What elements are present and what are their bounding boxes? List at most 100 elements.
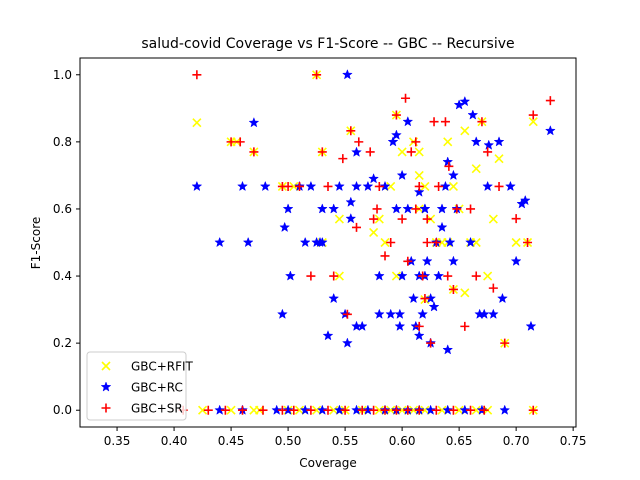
- data-point: [466, 204, 476, 214]
- data-point: [493, 136, 505, 147]
- data-point: [391, 110, 401, 120]
- data-point: [477, 117, 487, 127]
- data-point: [271, 404, 283, 415]
- data-point: [306, 405, 316, 415]
- data-point: [279, 221, 291, 233]
- x-tick-label: 0.75: [560, 434, 587, 448]
- data-point: [362, 180, 374, 192]
- data-point: [420, 405, 430, 415]
- data-point: [417, 308, 429, 319]
- data-point: [414, 321, 424, 331]
- data-point: [289, 405, 299, 415]
- data-point: [380, 251, 390, 261]
- data-points: [178, 69, 556, 415]
- data-point: [322, 330, 334, 341]
- data-point: [237, 180, 248, 192]
- data-point: [323, 181, 333, 191]
- data-point: [460, 288, 470, 298]
- data-point: [442, 156, 454, 167]
- data-point: [482, 180, 494, 192]
- data-point: [334, 214, 344, 224]
- data-point: [203, 405, 213, 415]
- legend-marker: [101, 361, 111, 371]
- data-point: [471, 405, 481, 415]
- data-point: [436, 203, 448, 214]
- data-point: [465, 236, 476, 248]
- data-point: [369, 214, 379, 224]
- data-point: [511, 214, 521, 224]
- data-point: [500, 338, 510, 348]
- data-point: [428, 301, 440, 312]
- data-point: [294, 181, 304, 191]
- data-point: [386, 238, 396, 247]
- data-point: [352, 222, 362, 232]
- data-point: [488, 283, 498, 293]
- data-point: [419, 203, 431, 214]
- data-point: [235, 137, 245, 147]
- data-point: [459, 404, 471, 415]
- data-point: [338, 154, 348, 164]
- data-point: [422, 238, 432, 247]
- data-point: [467, 109, 479, 120]
- series-gbc-sr: [178, 70, 555, 415]
- data-point: [479, 405, 489, 415]
- data-point: [429, 117, 439, 127]
- data-point: [452, 204, 462, 214]
- data-point: [437, 405, 447, 415]
- data-point: [406, 147, 416, 157]
- data-point: [277, 405, 287, 415]
- data-point: [368, 173, 380, 184]
- data-point: [425, 292, 437, 304]
- data-point: [414, 405, 424, 415]
- data-point: [289, 181, 299, 192]
- x-axis-ticks: 0.35 0.40 0.45 0.50 0.55 0.60 0.65 0.70 0.75: [104, 427, 587, 448]
- chart-title: salud-covid Coverage vs F1-Score -- GBC …: [141, 36, 514, 52]
- data-point: [346, 126, 356, 136]
- data-point: [380, 405, 390, 415]
- x-tick-label: 0.60: [389, 434, 416, 448]
- data-point: [316, 236, 328, 248]
- data-point: [356, 320, 368, 331]
- data-point: [402, 116, 414, 127]
- data-point: [220, 405, 230, 415]
- legend-label: GBC+RC: [131, 381, 183, 395]
- x-tick-label: 0.35: [104, 434, 131, 448]
- data-point: [312, 405, 322, 415]
- data-point: [380, 237, 390, 248]
- y-tick-label: 1.0: [53, 68, 72, 82]
- data-point: [519, 194, 531, 206]
- data-point: [391, 271, 401, 281]
- data-point: [191, 180, 203, 192]
- data-point: [483, 147, 493, 157]
- data-point: [394, 308, 406, 319]
- data-point: [499, 404, 511, 415]
- y-axis-label: F1-Score: [29, 217, 43, 269]
- data-point: [312, 70, 322, 80]
- data-point: [401, 93, 411, 103]
- data-point: [390, 203, 402, 214]
- data-point: [411, 137, 421, 147]
- data-point: [374, 181, 384, 191]
- data-point: [528, 405, 538, 415]
- data-point: [459, 95, 471, 107]
- data-point: [351, 146, 362, 157]
- data-point: [379, 180, 391, 192]
- legend-label: GBC+SR: [131, 402, 183, 416]
- legend-box: [86, 351, 187, 421]
- data-point: [328, 203, 340, 214]
- data-point: [525, 320, 537, 331]
- x-axis-label: Coverage: [299, 456, 357, 470]
- data-point: [494, 181, 504, 191]
- data-point: [282, 203, 294, 214]
- data-point: [372, 204, 382, 214]
- data-point: [545, 96, 555, 106]
- data-point: [436, 221, 448, 233]
- data-point: [440, 180, 451, 192]
- data-point: [442, 404, 454, 415]
- data-point: [414, 181, 424, 191]
- data-point: [448, 181, 458, 192]
- x-tick-label: 0.45: [218, 434, 245, 448]
- data-point: [420, 181, 430, 192]
- data-point: [433, 270, 445, 281]
